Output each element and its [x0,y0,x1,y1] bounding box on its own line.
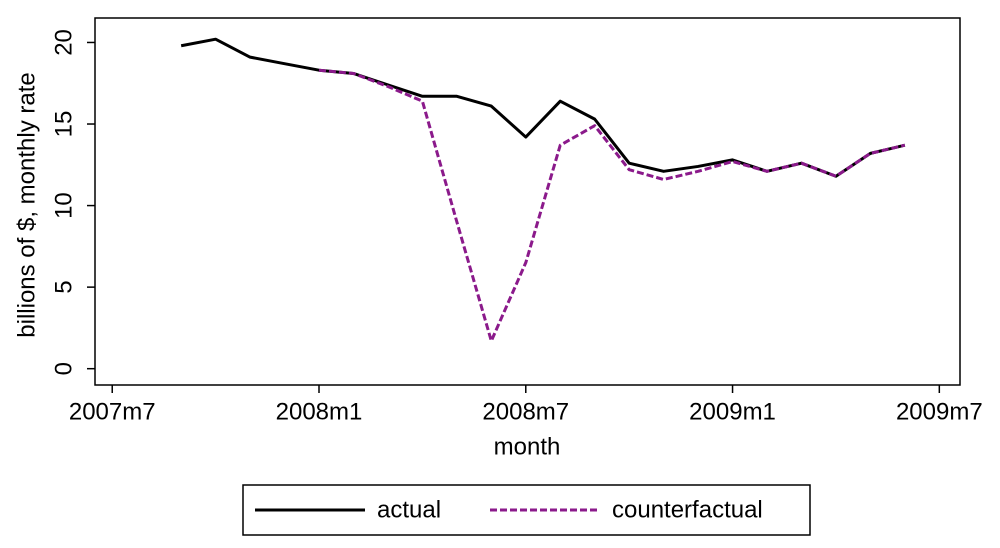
series-line [318,68,906,343]
y-axis-label: billions of $, monthly rate [13,72,40,337]
legend-box [242,484,811,536]
legend-label: counterfactual [612,496,763,523]
y-tick-label: 15 [50,111,77,138]
legend-label: actual [377,496,441,523]
x-tick-label: 2007m7 [69,398,156,425]
x-axis-label: month [494,433,561,460]
x-tick-label: 2009m7 [896,398,983,425]
y-tick-label: 20 [50,29,77,56]
y-tick-label: 0 [50,362,77,375]
y-tick-label: 10 [50,192,77,219]
plot-frame [94,17,961,386]
x-tick-label: 2008m1 [276,398,363,425]
x-tick-label: 2009m1 [689,398,776,425]
y-tick-label: 5 [50,280,77,293]
x-tick-label: 2008m7 [482,398,569,425]
series-line [180,37,906,178]
